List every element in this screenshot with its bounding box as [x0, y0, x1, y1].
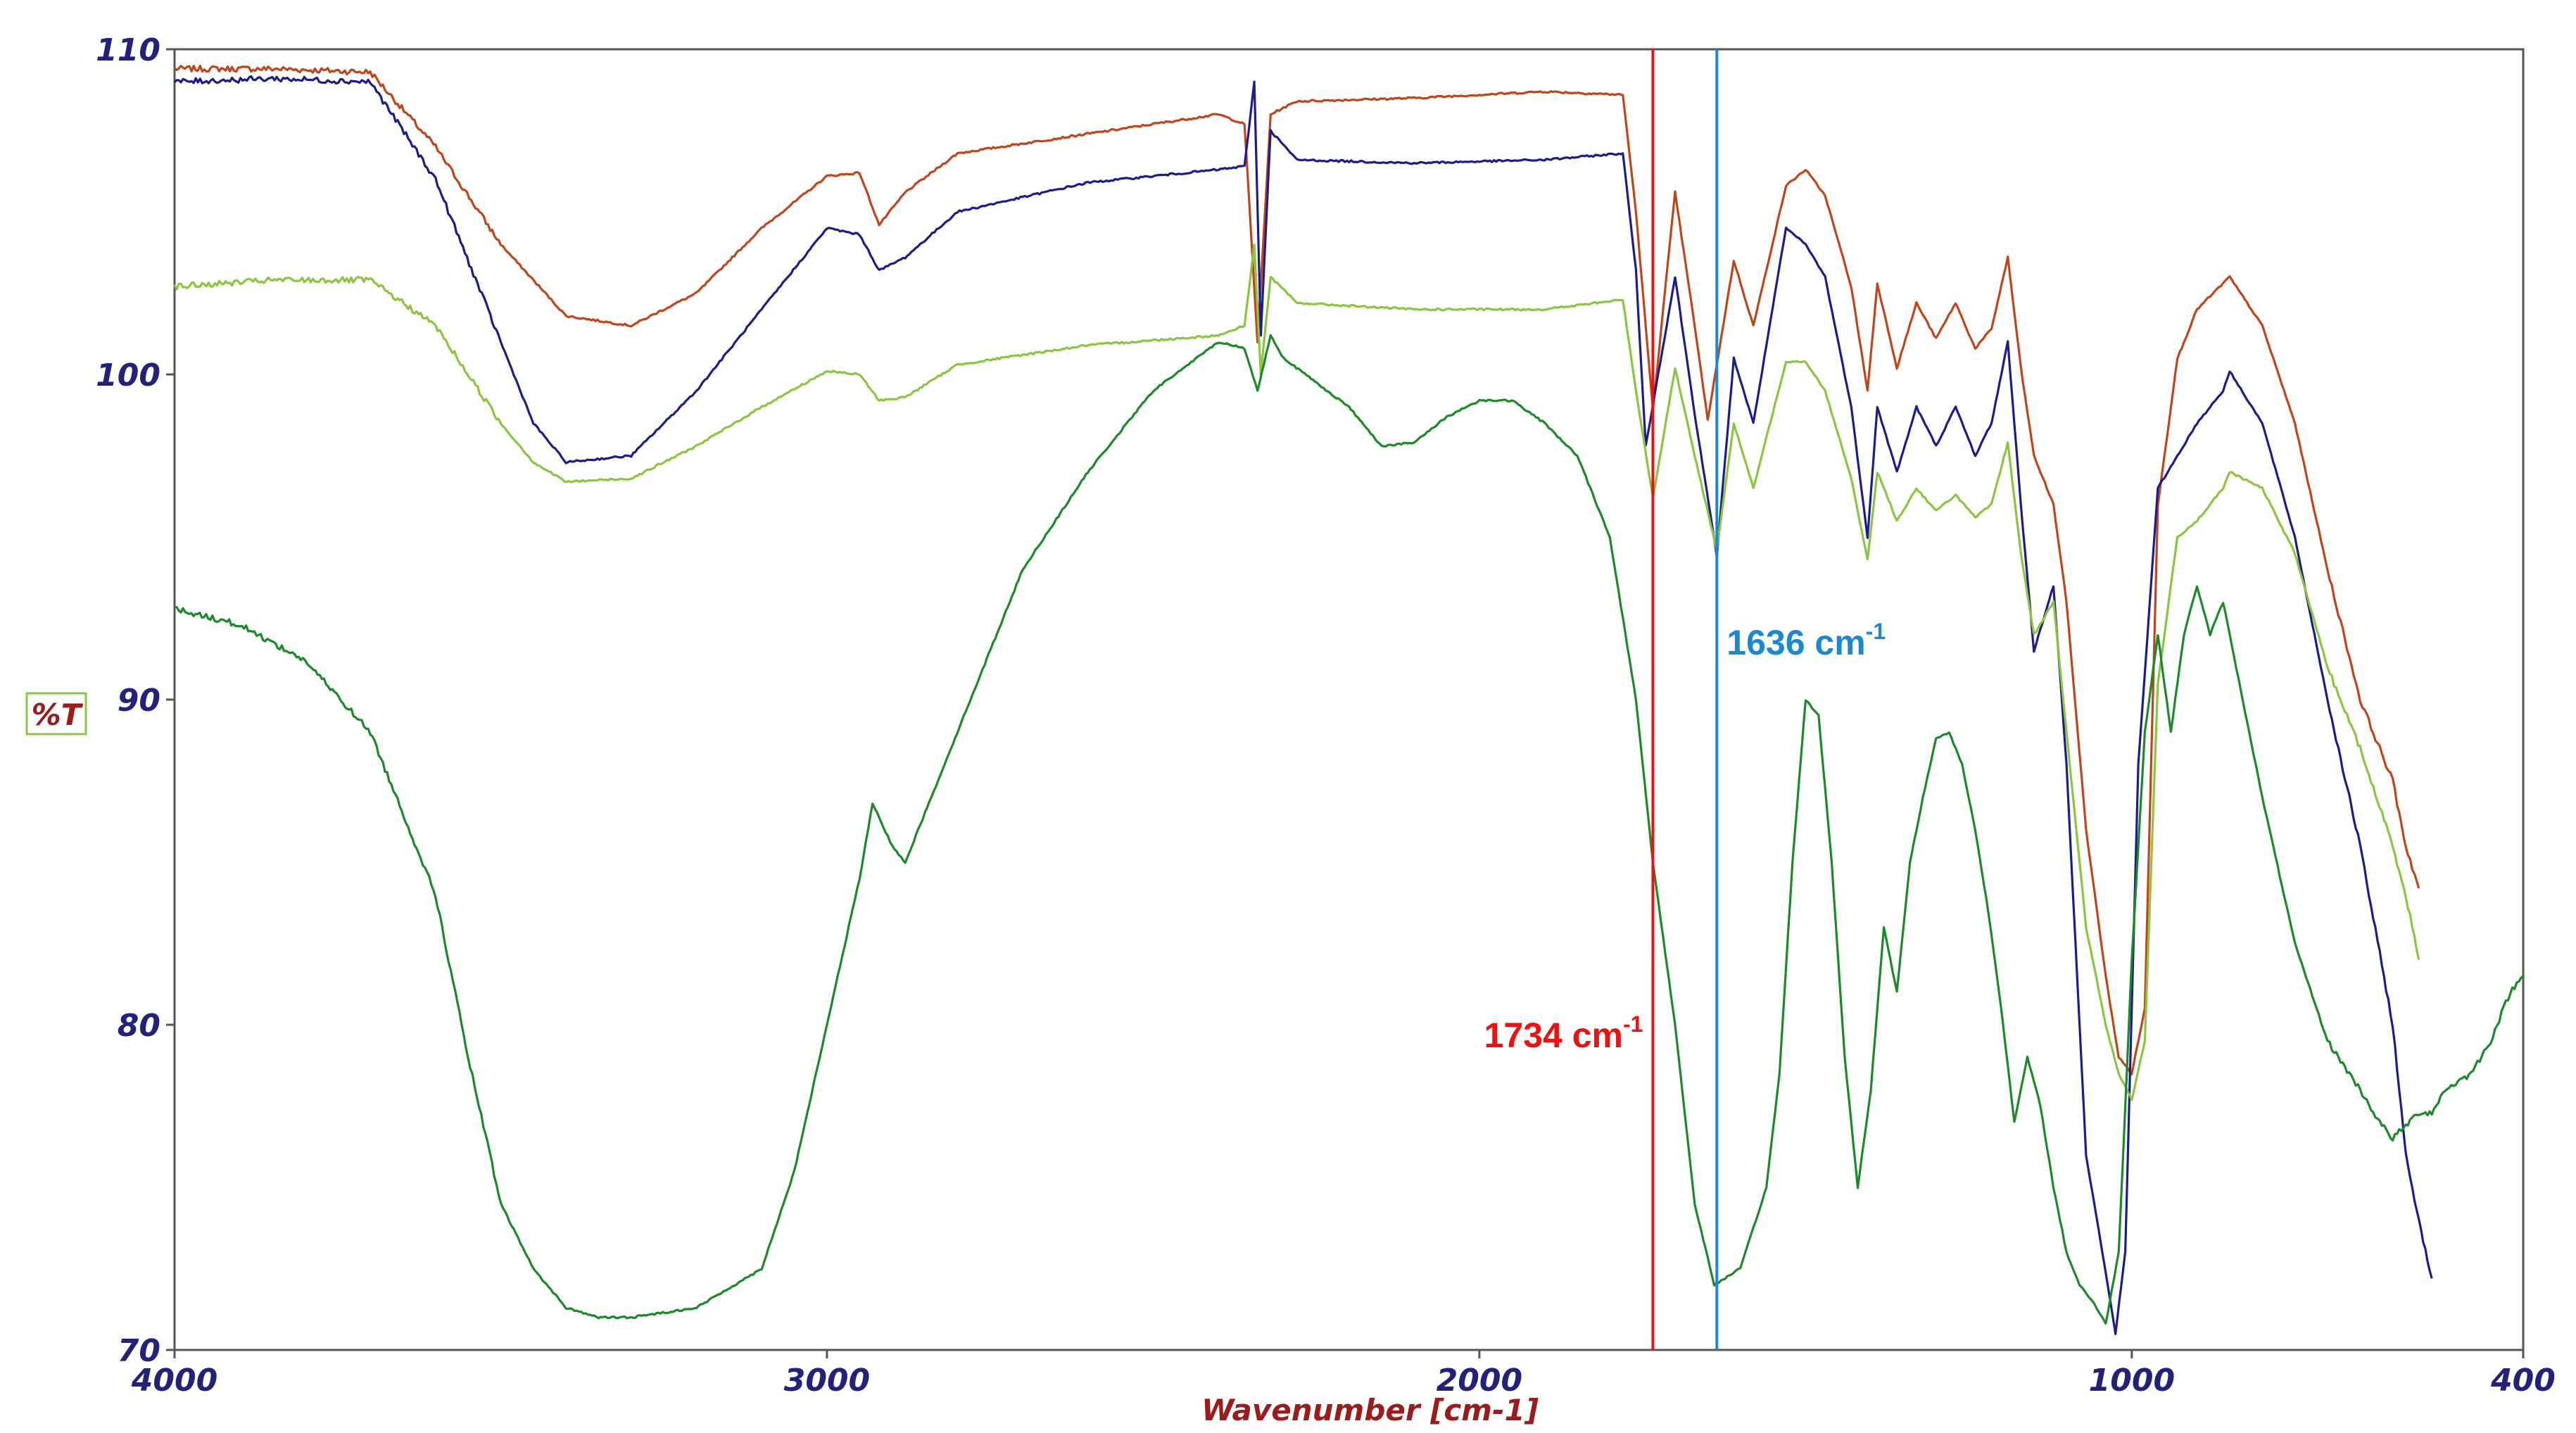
y-axis-title: %T — [32, 697, 84, 732]
y-tick-label: 70 — [118, 1333, 160, 1369]
annotation-label-1636: 1636 cm-1 — [1726, 619, 1886, 662]
spectrum-line-2 — [173, 75, 2433, 1335]
x-tick-label: 2000 — [1437, 1363, 1522, 1399]
x-axis-ticks: 4000 3000 2000 1000 400 — [131, 1350, 2556, 1399]
y-tick-label: 90 — [118, 683, 160, 719]
y-tick-label: 100 — [96, 358, 160, 393]
series-layer — [173, 65, 2525, 1335]
x-tick-label: 4000 — [131, 1363, 217, 1399]
annotation-layer: 1734 cm-1 1636 cm-1 — [1484, 49, 1886, 1350]
y-axis-title-box: %T — [25, 692, 87, 736]
annotation-label-1734: 1734 cm-1 — [1484, 1011, 1643, 1055]
spectrum-line-3 — [173, 243, 2420, 1101]
y-axis-title-border — [25, 692, 87, 736]
y-tick-label: 80 — [118, 1008, 160, 1044]
x-tick-label: 3000 — [784, 1363, 870, 1399]
plot-area-frame — [173, 48, 2525, 1351]
y-tick-label: 110 — [96, 32, 160, 68]
y-axis-ticks: 110 100 90 80 70 — [96, 32, 175, 1369]
spectrum-line-1 — [173, 65, 2420, 1075]
x-tick-label: 1000 — [2089, 1363, 2175, 1399]
spectrum-line-4 — [174, 334, 2525, 1325]
x-tick-label: 400 — [2490, 1363, 2556, 1399]
x-axis-title: Wavenumber [cm-1] — [1201, 1393, 1539, 1427]
